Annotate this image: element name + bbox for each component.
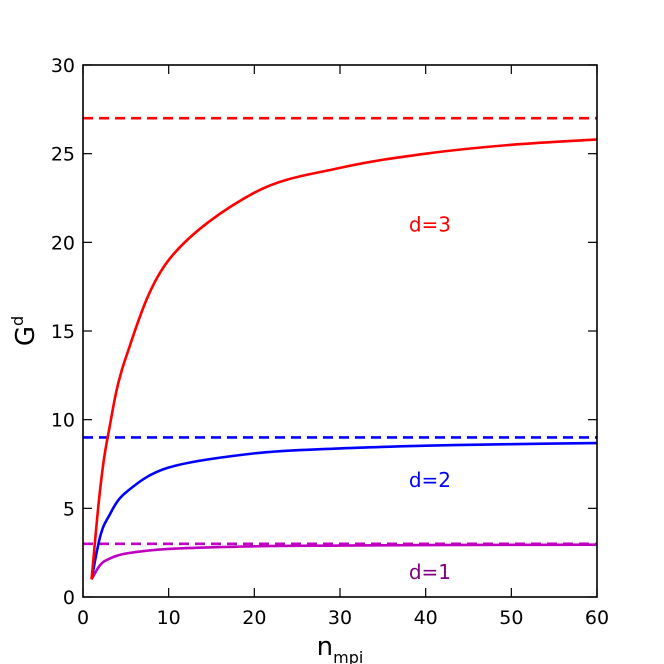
x-tick-label: 60: [585, 607, 609, 629]
series-line-d2: [90, 441, 597, 580]
x-tick-label: 10: [157, 607, 181, 629]
x-axis-title-base: n: [317, 632, 333, 662]
x-tick-label: 30: [328, 607, 352, 629]
label-layer: d=3 d=2 d=1: [409, 213, 451, 585]
y-tick-label: 30: [51, 55, 75, 77]
y-tick-label: 15: [51, 321, 75, 343]
curve-label-d-1: d=1: [409, 560, 451, 584]
x-axis-title-subscript: mpi: [333, 648, 363, 664]
y-tick-label: 25: [51, 144, 75, 166]
x-tick-label: 20: [242, 607, 266, 629]
y-tick-label: 10: [51, 410, 75, 432]
y-tick-label: 20: [51, 232, 75, 254]
tick-layer: 0 10 20 30 40 50 60 0 5 10 15 20 25 30: [51, 55, 609, 629]
y-tick-label: 0: [63, 587, 75, 609]
y-tick-label: 5: [63, 498, 75, 520]
curve-label-d-3: d=3: [409, 213, 451, 237]
series-line-d3: [90, 138, 597, 580]
y-axis-title-base: G: [11, 326, 41, 346]
x-tick-label: 50: [499, 607, 523, 629]
y-axis-title-superscript: d: [8, 316, 27, 326]
curve-label-d-2: d=2: [409, 468, 451, 492]
x-axis-title: nmpi: [317, 632, 364, 664]
y-axis-title: Gd: [8, 316, 41, 346]
x-tick-label: 40: [414, 607, 438, 629]
series-line-d1: [90, 543, 597, 580]
plot-area: [83, 116, 597, 580]
x-tick-label: 0: [77, 607, 89, 629]
